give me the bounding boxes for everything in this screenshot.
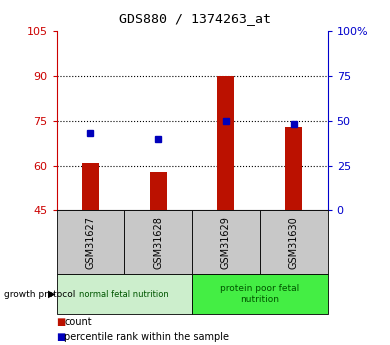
Text: growth protocol: growth protocol xyxy=(4,289,75,299)
Text: GSM31628: GSM31628 xyxy=(153,216,163,269)
Text: ■: ■ xyxy=(57,317,66,326)
Bar xyxy=(218,76,234,210)
Text: protein poor fetal
nutrition: protein poor fetal nutrition xyxy=(220,284,300,304)
Text: GSM31627: GSM31627 xyxy=(85,216,96,269)
Text: GSM31630: GSM31630 xyxy=(289,216,299,269)
Text: GSM31629: GSM31629 xyxy=(221,216,231,269)
Text: normal fetal nutrition: normal fetal nutrition xyxy=(80,289,169,299)
Bar xyxy=(150,171,167,210)
Text: ■: ■ xyxy=(57,332,66,342)
Text: count: count xyxy=(64,317,92,326)
Text: GDS880 / 1374263_at: GDS880 / 1374263_at xyxy=(119,12,271,25)
Text: ▶: ▶ xyxy=(48,289,55,299)
Bar xyxy=(285,127,302,210)
Text: percentile rank within the sample: percentile rank within the sample xyxy=(64,332,229,342)
Bar xyxy=(82,162,99,210)
